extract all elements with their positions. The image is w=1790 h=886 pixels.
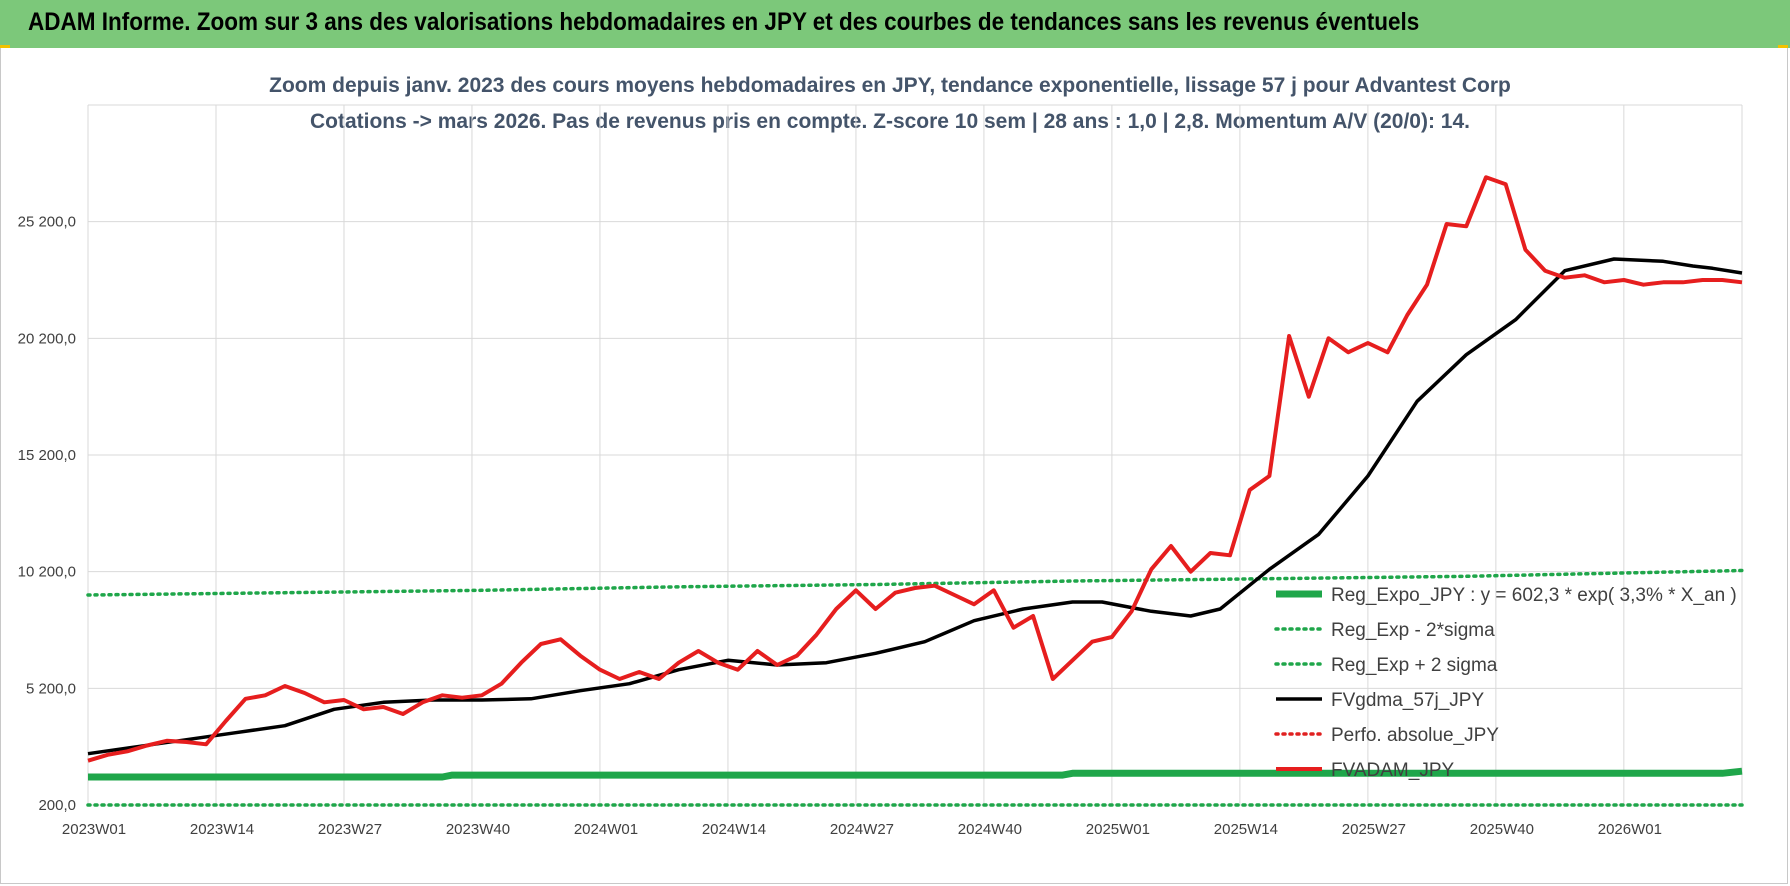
chart-title: Zoom depuis janv. 2023 des cours moyens … [269,74,1511,97]
legend-label: FVgdma_57j_JPY [1331,690,1484,711]
x-tick-label: 2025W14 [1214,821,1278,838]
x-tick-label: 2025W27 [1342,821,1406,838]
legend-label: Perfo. absolue_JPY [1331,725,1499,746]
series-line-fvgdma-57j-jpy [87,257,1743,756]
report-banner: ADAM Informe. Zoom sur 3 ans des valoris… [0,0,1790,48]
y-tick-label: 25 200,0 [18,214,76,231]
x-tick-label: 2023W27 [318,821,382,838]
chart-subtitle: Cotations -> mars 2026. Pas de revenus p… [310,110,1470,133]
report-title: ADAM Informe. Zoom sur 3 ans des valoris… [28,8,1420,36]
legend: Reg_Expo_JPY : y = 602,3 * exp( 3,3% * X… [1274,585,1737,781]
x-tick-label: 2024W40 [958,821,1022,838]
series-line-reg-expo-jpy-y-602-3-exp-3-3-x-an [88,767,1743,781]
x-tick-label: 2025W01 [1086,821,1150,838]
x-tick-label: 2024W01 [574,821,638,838]
series-lines [86,175,1744,807]
y-tick-label: 200,0 [38,797,76,814]
series-line-fvadam-jpy [87,175,1743,763]
series-line-reg-exp-2-sigma [86,568,1744,597]
y-tick-label: 5 200,0 [26,680,76,697]
x-axis-ticks: 2023W01 2023W14 2023W27 2023W40 2024W01 2024W… [62,821,1662,838]
legend-label: Reg_Exp - 2*sigma [1331,620,1495,641]
y-tick-label: 10 200,0 [18,564,76,581]
legend-label: Reg_Expo_JPY : y = 602,3 * exp( 3,3% * X… [1331,585,1737,606]
corner-marker [1778,45,1788,48]
x-tick-label: 2023W40 [446,821,510,838]
legend-label: Reg_Exp + 2 sigma [1331,655,1498,676]
x-tick-label: 2024W27 [830,821,894,838]
x-tick-label: 2025W40 [1470,821,1534,838]
y-tick-label: 20 200,0 [18,330,76,347]
corner-marker [0,45,10,48]
x-tick-label: 2024W14 [702,821,766,838]
y-tick-label: 15 200,0 [18,447,76,464]
legend-label: FVADAM_JPY [1331,760,1455,781]
x-tick-label: 2023W01 [62,821,126,838]
y-axis-ticks: 200,0 5 200,0 10 200,0 15 200,0 20 200,0 25 2… [18,214,76,814]
x-tick-label: 2026W01 [1598,821,1662,838]
x-tick-label: 2023W14 [190,821,254,838]
